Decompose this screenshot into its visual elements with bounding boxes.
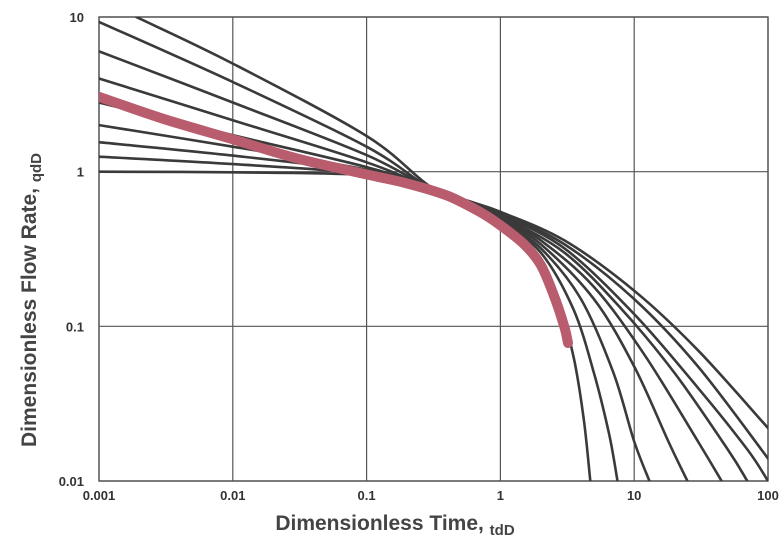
x-tick-label-1: 0.01: [220, 488, 245, 503]
type-curve-6: [99, 50, 768, 481]
type-curves: [99, 17, 768, 481]
x-axis-title: Dimensionless Time, tdD: [275, 512, 515, 539]
y-tick-label-1: 0.1: [66, 319, 84, 334]
x-tick-label-3: 1: [497, 488, 504, 503]
matched-data-curve: [99, 91, 573, 348]
x-tick-label-2: 0.1: [358, 488, 376, 503]
y-tick-label-0: 0.01: [59, 474, 84, 489]
x-tick-label-4: 10: [627, 488, 641, 503]
type-curve-2: [99, 140, 651, 481]
grid-lines: [98, 16, 769, 482]
x-tick-label-0: 0.001: [83, 488, 116, 503]
x-tick-label-5: 100: [757, 488, 779, 503]
type-curve-5: [99, 77, 749, 481]
type-curve-8: [135, 17, 768, 430]
y-tick-label-3: 10: [70, 10, 84, 25]
type-curve-1: [99, 155, 619, 481]
plot-frame: [98, 16, 769, 482]
y-axis-title: Dimensionless Flow Rate, qdD: [18, 153, 45, 447]
y-tick-label-2: 1: [77, 165, 84, 180]
